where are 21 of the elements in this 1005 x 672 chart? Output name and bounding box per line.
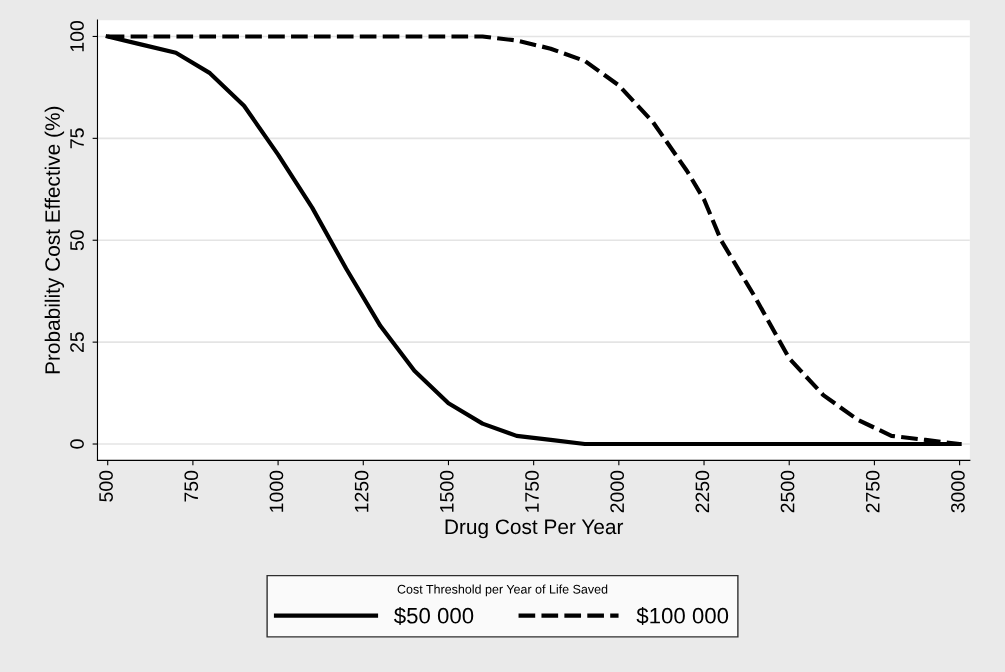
x-tick-label: 2000 — [610, 470, 625, 513]
y-tick-label: 100 — [70, 21, 84, 52]
x-tick-label: 1250 — [354, 470, 369, 512]
x-axis-title: Drug Cost Per Year — [445, 519, 624, 539]
x-tick-label: 2500 — [780, 470, 795, 513]
legend-title: Cost Threshold per Year of Life Saved — [397, 584, 608, 597]
y-axis-title: Probability Cost Effective (%) — [44, 106, 65, 374]
y-tick-label: 75 — [70, 128, 84, 149]
x-tick-label: 1500 — [439, 470, 454, 512]
x-tick-label: 500 — [99, 470, 113, 502]
x-tick-label: 2250 — [695, 470, 710, 513]
x-tick-label: 750 — [184, 470, 199, 502]
y-tick-label: 0 — [70, 439, 84, 449]
x-tick-label: 1000 — [269, 470, 284, 512]
y-tick-label: 50 — [70, 230, 84, 251]
legend-label: $50 000 — [394, 606, 474, 625]
legend-label: $100 000 — [636, 606, 729, 625]
y-tick-label: 25 — [70, 332, 84, 352]
x-tick-label: 1750 — [525, 470, 539, 512]
x-tick-label: 2750 — [865, 470, 880, 513]
x-tick-label: 3000 — [951, 470, 965, 513]
